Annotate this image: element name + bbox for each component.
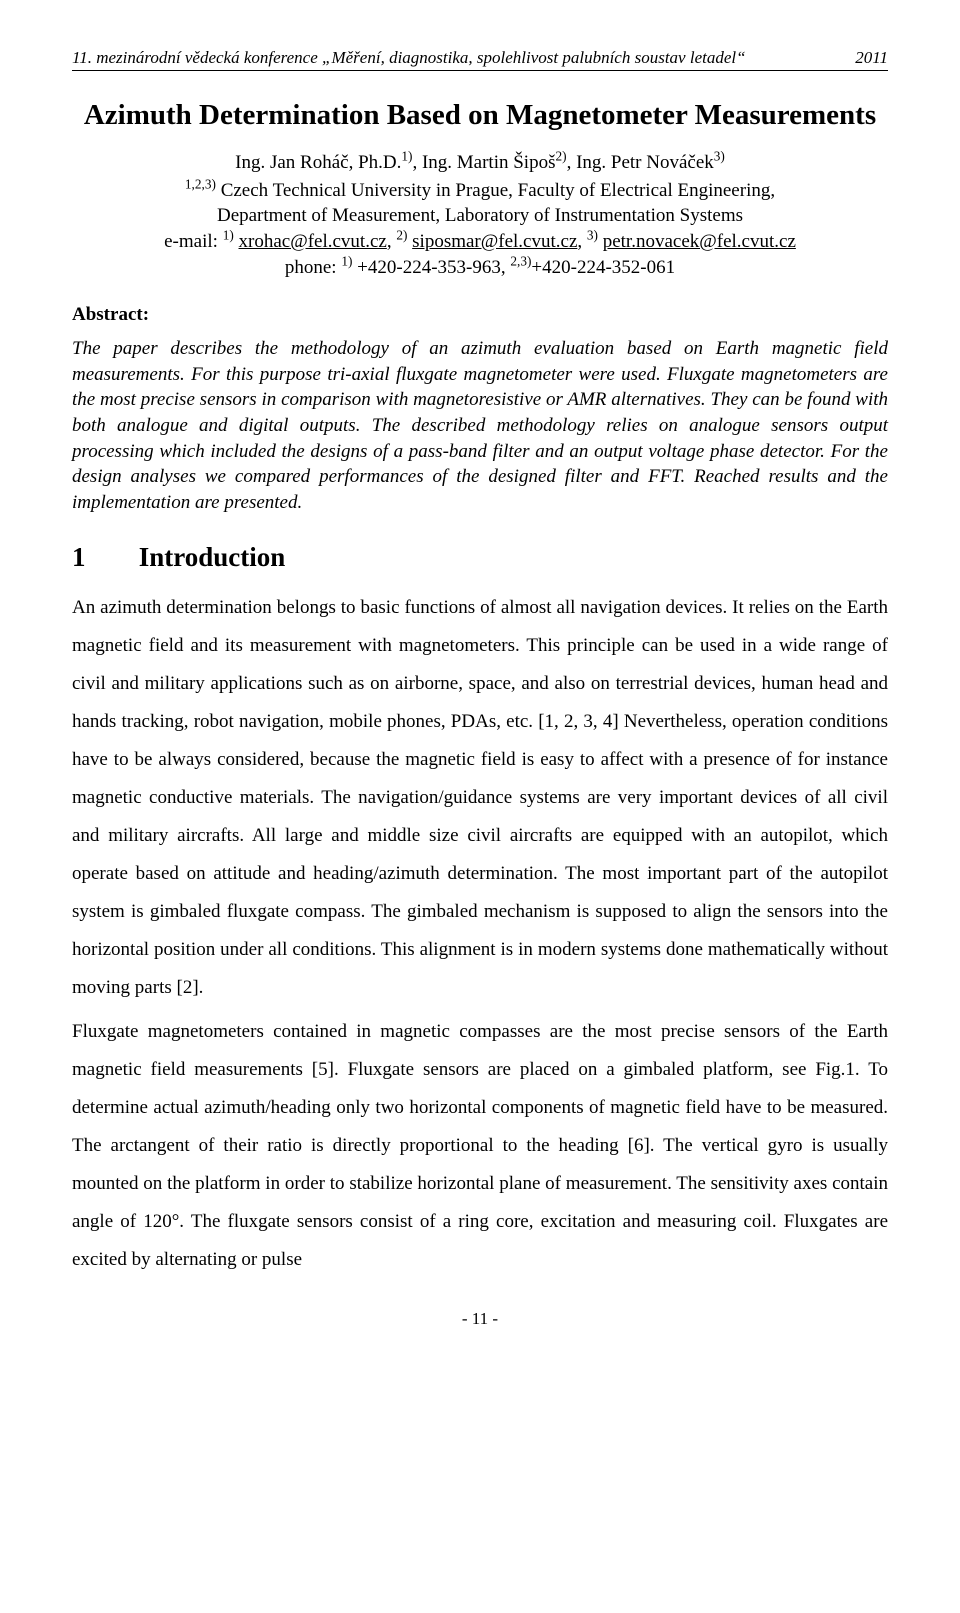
affiliation-phone: phone: 1) +420-224-353-963, 2,3)+420-224… (72, 255, 888, 281)
affiliation-email: e-mail: 1) xrohac@fel.cvut.cz, 2) siposm… (72, 229, 888, 255)
running-head-right: 2011 (855, 48, 888, 68)
page-number: - 11 - (72, 1309, 888, 1329)
section-body: An azimuth determination belongs to basi… (72, 589, 888, 1279)
paper-title: Azimuth Determination Based on Magnetome… (72, 99, 888, 132)
page: 11. mezinárodní vědecká konference „Měře… (0, 0, 960, 1369)
running-head: 11. mezinárodní vědecká konference „Měře… (72, 48, 888, 71)
section-heading: 1 Introduction (72, 542, 888, 573)
authors-line: Ing. Jan Roháč, Ph.D.1), Ing. Martin Šip… (72, 150, 888, 176)
affiliation-line-1: 1,2,3) Czech Technical University in Pra… (72, 178, 888, 204)
body-paragraph: An azimuth determination belongs to basi… (72, 589, 888, 1007)
affiliation-line-2: Department of Measurement, Laboratory of… (72, 203, 888, 229)
section-number: 1 (72, 542, 132, 573)
body-paragraph: Fluxgate magnetometers contained in magn… (72, 1013, 888, 1279)
section-title: Introduction (139, 542, 286, 572)
abstract-label: Abstract: (72, 304, 888, 326)
running-head-left: 11. mezinárodní vědecká konference „Měře… (72, 48, 746, 68)
abstract-text: The paper describes the methodology of a… (72, 336, 888, 515)
